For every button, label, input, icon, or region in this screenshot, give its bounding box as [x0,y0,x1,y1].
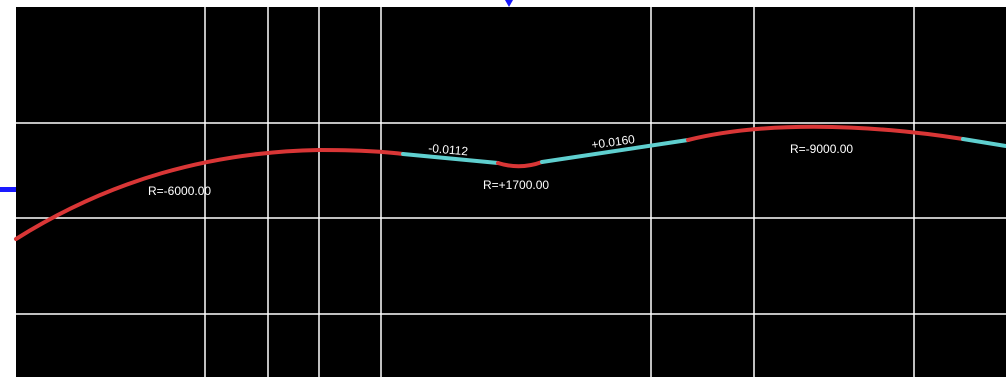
grade-tangent-3[interactable] [961,137,1006,148]
top-marker-icon[interactable] [505,0,513,7]
vertical-curve-3[interactable] [686,124,965,142]
grade-1-label: -0.0112 [428,141,469,158]
grade-tangent-2[interactable] [540,138,690,164]
plot-background [16,7,1006,377]
vertical-curve-2[interactable] [496,160,544,169]
curve-2-radius-label: R=+1700.00 [483,178,549,192]
grade-tangent-1[interactable] [401,152,500,165]
vertical-curve-1[interactable] [14,147,405,241]
grade-2-label: +0.0160 [590,132,636,152]
horizontal-grid [16,122,1006,315]
curve-1-radius-label: R=-6000.00 [148,184,211,198]
left-marker[interactable] [0,187,16,192]
curve-3-radius-label: R=-9000.00 [790,142,853,156]
vertical-grid [204,7,915,377]
